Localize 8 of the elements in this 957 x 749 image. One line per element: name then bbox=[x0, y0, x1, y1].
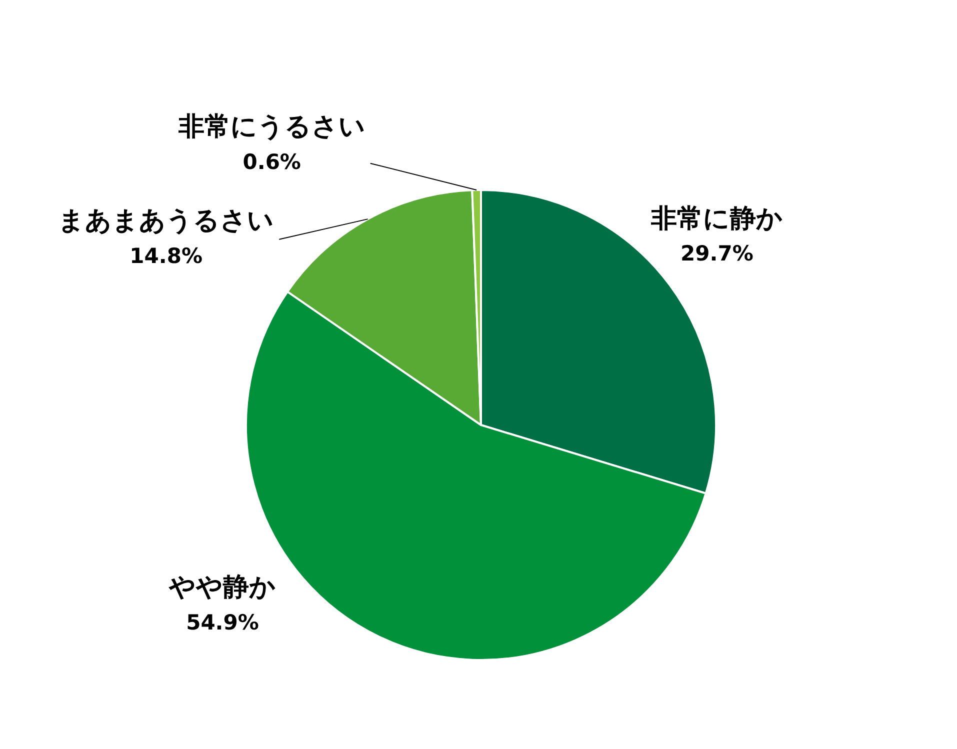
data-label: 0.6% bbox=[242, 150, 301, 174]
slice-label: 非常にうるさい bbox=[177, 112, 366, 142]
slice-label: まあまあうるさい bbox=[58, 206, 274, 236]
slice-label: 非常に静か bbox=[650, 204, 783, 234]
slice-label: やや静か bbox=[168, 572, 276, 603]
data-label: 54.9% bbox=[186, 610, 259, 634]
data-label: 29.7% bbox=[680, 241, 754, 266]
data-label: 14.8% bbox=[130, 244, 203, 268]
